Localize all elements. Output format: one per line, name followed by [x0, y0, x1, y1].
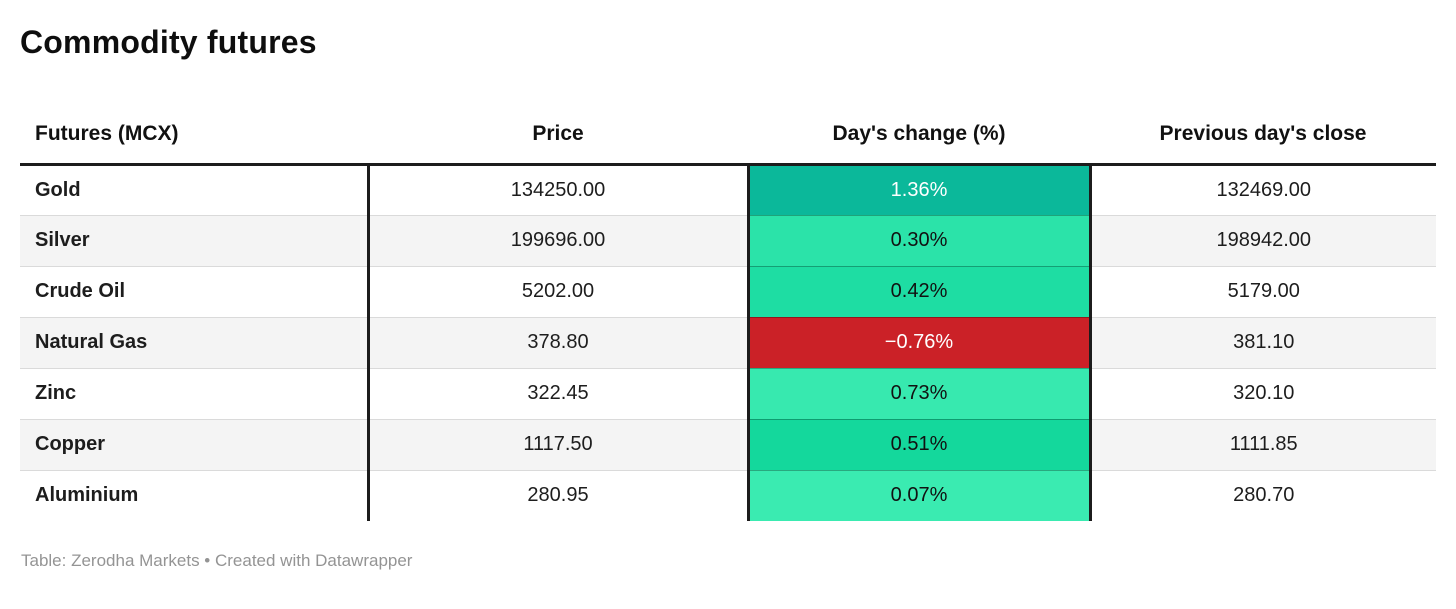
prev-close-cell: 381.10 — [1090, 316, 1436, 368]
header-row: Futures (MCX) Price Day's change (%) Pre… — [20, 106, 1436, 166]
change-cell: 1.36% — [746, 164, 1092, 215]
futures-cell: Natural Gas — [20, 316, 370, 368]
futures-cell: Gold — [20, 164, 370, 215]
table-row: Zinc 322.45 0.73% 320.10 — [20, 367, 1436, 419]
price-cell: 199696.00 — [368, 214, 748, 266]
price-cell: 1117.50 — [368, 418, 748, 470]
table-row: Copper 1117.50 0.51% 1111.85 — [20, 418, 1436, 470]
page-title: Commodity futures — [20, 24, 317, 60]
table-row: Crude Oil 5202.00 0.42% 5179.00 — [20, 265, 1436, 317]
price-cell: 5202.00 — [368, 265, 748, 317]
price-cell: 322.45 — [368, 367, 748, 419]
column-header-price: Price — [368, 106, 748, 166]
table-row: Gold 134250.00 1.36% 132469.00 — [20, 164, 1436, 215]
futures-cell: Zinc — [20, 367, 370, 419]
prev-close-cell: 280.70 — [1090, 469, 1436, 521]
prev-close-cell: 198942.00 — [1090, 214, 1436, 266]
attribution: Table: Zerodha Markets • Created with Da… — [21, 551, 413, 570]
commodity-futures-table: Futures (MCX) Price Day's change (%) Pre… — [20, 106, 1436, 521]
price-cell: 378.80 — [368, 316, 748, 368]
table-row: Silver 199696.00 0.30% 198942.00 — [20, 214, 1436, 266]
table-body: Gold 134250.00 1.36% 132469.00 Silver 199696.… — [20, 164, 1436, 521]
futures-cell: Crude Oil — [20, 265, 370, 317]
column-header-futures: Futures (MCX) — [20, 106, 368, 166]
prev-close-cell: 5179.00 — [1090, 265, 1436, 317]
prev-close-cell: 1111.85 — [1090, 418, 1436, 470]
table-row: Aluminium 280.95 0.07% 280.70 — [20, 469, 1436, 521]
prev-close-cell: 132469.00 — [1216, 178, 1312, 201]
futures-cell: Copper — [20, 418, 370, 470]
change-cell: −0.76% — [746, 316, 1092, 368]
table-header: Futures (MCX) Price Day's change (%) Pre… — [20, 106, 1436, 166]
change-cell: 0.51% — [746, 418, 1092, 470]
price-cell: 280.95 — [368, 469, 748, 521]
futures-cell: Aluminium — [20, 469, 370, 521]
column-header-days-change: Day's change (%) — [748, 106, 1090, 166]
change-cell: 0.07% — [746, 469, 1092, 521]
table-row: Natural Gas 378.80 −0.76% 381.10 — [20, 316, 1436, 368]
futures-cell: Silver — [20, 214, 370, 266]
prev-close-cell: 320.10 — [1090, 367, 1436, 419]
page: Commodity futures Futures (MCX) Price Da… — [20, 24, 1436, 570]
column-header-prev-close: Previous day's close — [1090, 106, 1436, 166]
change-cell: 0.30% — [746, 214, 1092, 266]
price-cell: 134250.00 — [510, 178, 606, 201]
change-cell: 0.42% — [746, 265, 1092, 317]
change-cell: 0.73% — [746, 367, 1092, 419]
